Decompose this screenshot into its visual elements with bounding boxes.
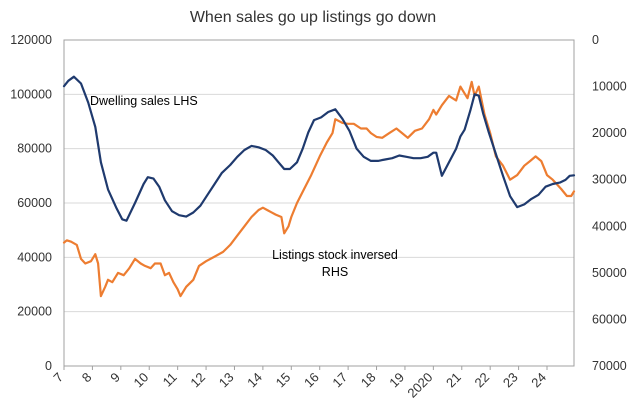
x-tick-label: 15: [273, 370, 294, 391]
chart-title: When sales go up listings go down: [190, 9, 436, 26]
x-tick-label: 14: [244, 370, 265, 391]
x-tick-label: 16: [301, 370, 322, 391]
plot-area: [63, 39, 575, 367]
y-axis-right: 0 10000 20000 30000 40000 50000 60000 70000: [592, 33, 627, 373]
x-tick-label: 23: [500, 370, 521, 391]
y-left-tick-label: 0: [45, 359, 52, 373]
gridlines: [64, 39, 574, 367]
x-tick-label: 24: [528, 370, 549, 391]
x-tick-label: 11: [160, 370, 180, 390]
y-left-tick-label: 80000: [17, 142, 52, 156]
y-axis-left: 0 20000 40000 60000 80000 100000 120000: [10, 33, 52, 373]
annotation-listings-1: Listings stock inversed: [272, 248, 398, 262]
y-right-tick-label: 10000: [592, 80, 627, 94]
y-left-tick-label: 40000: [17, 250, 52, 264]
x-tick-label: 13: [216, 370, 237, 391]
x-tick-label: 22: [471, 370, 492, 391]
y-right-tick-label: 0: [592, 33, 599, 47]
annotation-sales: Dwelling sales LHS: [90, 94, 198, 108]
x-tick-label: 7: [50, 370, 66, 386]
series-lines: [62, 75, 576, 298]
y-left-tick-label: 120000: [10, 33, 52, 47]
y-right-tick-label: 50000: [592, 266, 627, 280]
x-tick-label: 12: [187, 370, 208, 391]
y-left-tick-label: 100000: [10, 87, 52, 101]
y-right-tick-label: 20000: [592, 126, 627, 140]
x-tick-label: 10: [131, 370, 152, 391]
x-tick-label: 2020: [404, 370, 435, 401]
y-right-tick-label: 60000: [592, 312, 627, 326]
x-tick-label: 19: [386, 370, 407, 391]
y-left-tick-label: 60000: [17, 196, 52, 210]
x-tick-label: 17: [329, 370, 350, 391]
x-tick-label: 9: [107, 370, 123, 386]
x-tick-label: 18: [358, 370, 379, 391]
x-tick-label: 21: [443, 370, 464, 391]
annotation-listings-2: RHS: [322, 265, 348, 279]
y-left-tick-label: 20000: [17, 305, 52, 319]
x-tick-label: 8: [79, 370, 95, 386]
y-right-tick-label: 40000: [592, 219, 627, 233]
y-right-tick-label: 30000: [592, 173, 627, 187]
y-right-tick-label: 70000: [592, 359, 627, 373]
series-line-sales: [62, 75, 576, 222]
